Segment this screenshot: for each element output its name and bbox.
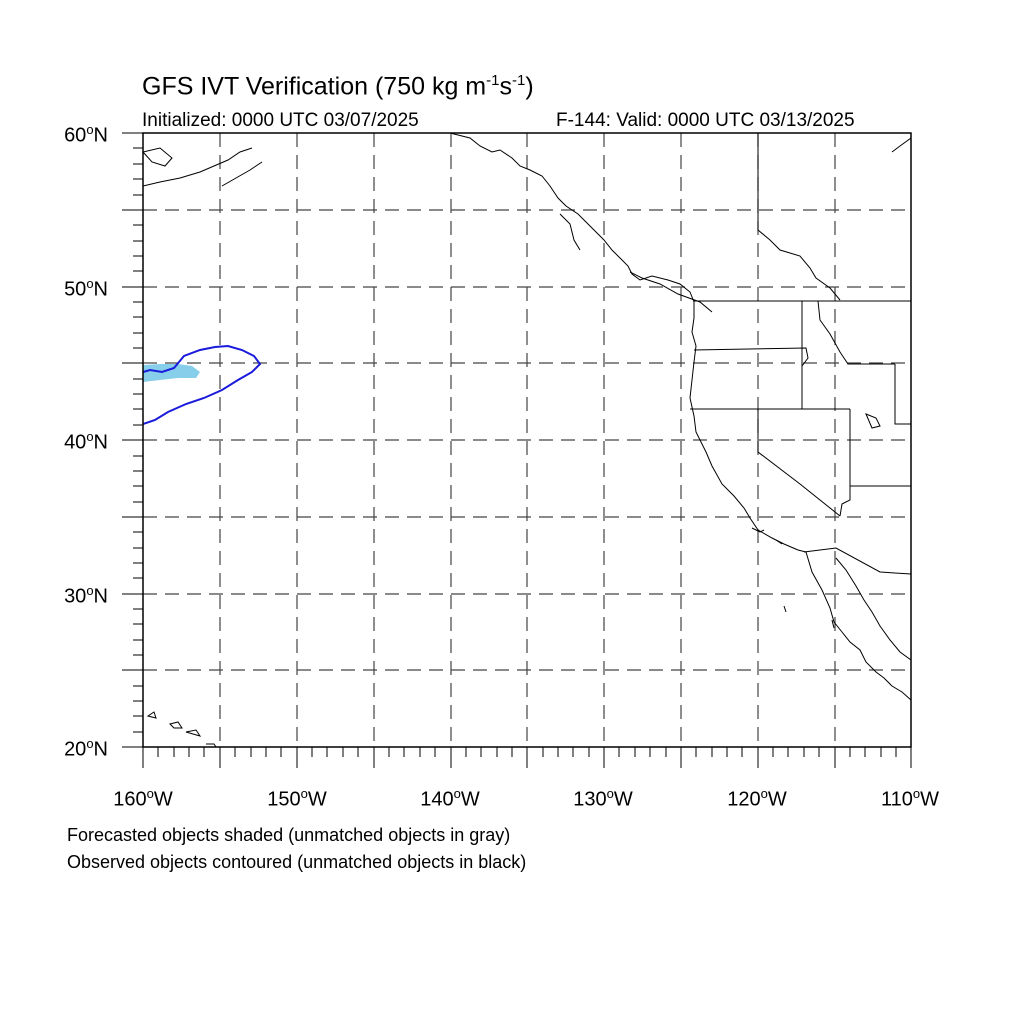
lat-label-30: 30oN xyxy=(64,583,108,608)
chart-title: GFS IVT Verification (750 kg m-1s-1) xyxy=(142,72,534,101)
valid-time: F-144: Valid: 0000 UTC 03/13/2025 xyxy=(556,110,855,131)
lat-label-50: 50oN xyxy=(64,276,108,301)
lon-label-120: 120oW xyxy=(727,786,787,811)
axis-ticks xyxy=(122,132,912,768)
lat-label-20: 20oN xyxy=(64,736,108,761)
lon-label-140: 140oW xyxy=(420,786,480,811)
legend-note-observed: Observed objects contoured (unmatched ob… xyxy=(67,852,527,872)
legend-note-forecast: Forecasted objects shaded (unmatched obj… xyxy=(67,825,511,845)
lon-label-130: 130oW xyxy=(573,786,633,811)
lat-label-60: 60oN xyxy=(64,122,108,147)
lat-label-40: 40oN xyxy=(64,429,108,454)
political-boundaries xyxy=(690,133,911,575)
dashed-grid xyxy=(143,133,911,747)
initialized-time: Initialized: 0000 UTC 03/07/2025 xyxy=(142,110,419,131)
forecast-object-shading xyxy=(143,364,200,382)
observed-object-contour xyxy=(143,344,262,425)
map-frame xyxy=(142,132,912,748)
lon-label-150: 150oW xyxy=(267,786,327,811)
lon-label-110: 110oW xyxy=(880,786,939,811)
lon-label-160: 160oW xyxy=(113,786,173,811)
coastline xyxy=(143,133,911,747)
